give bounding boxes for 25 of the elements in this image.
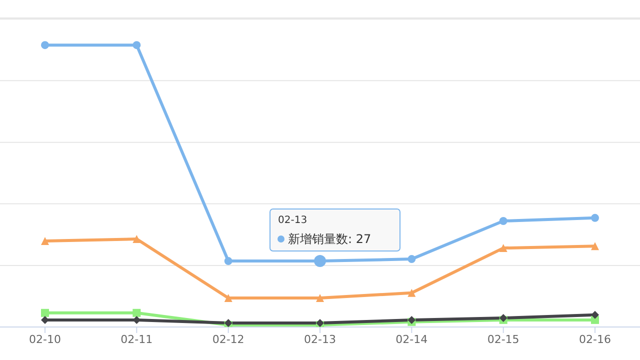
point <box>224 257 232 266</box>
point <box>132 308 141 317</box>
x-tick-label: 02-10 <box>29 332 61 346</box>
annotation: 新增销量数: 27 <box>288 232 372 246</box>
x-tick-label: 02-13 <box>304 332 336 346</box>
x-tick-label: 02-11 <box>120 332 153 346</box>
x-tick-label: 02-12 <box>212 332 244 346</box>
point <box>591 310 599 319</box>
point <box>132 235 141 244</box>
point <box>499 216 508 225</box>
x-tick-label: 02-16 <box>579 332 611 346</box>
point <box>316 294 324 302</box>
point <box>499 244 508 252</box>
x-tick-label: 02-14 <box>396 332 428 346</box>
point <box>408 288 416 297</box>
x-tick-label: 02-15 <box>487 332 520 346</box>
point <box>408 255 416 264</box>
point <box>41 308 49 317</box>
point <box>41 41 49 50</box>
point <box>132 41 141 50</box>
point <box>591 242 599 250</box>
annotation: 02-13 <box>278 215 308 226</box>
point <box>591 214 599 222</box>
point <box>224 294 232 302</box>
point <box>41 237 49 246</box>
